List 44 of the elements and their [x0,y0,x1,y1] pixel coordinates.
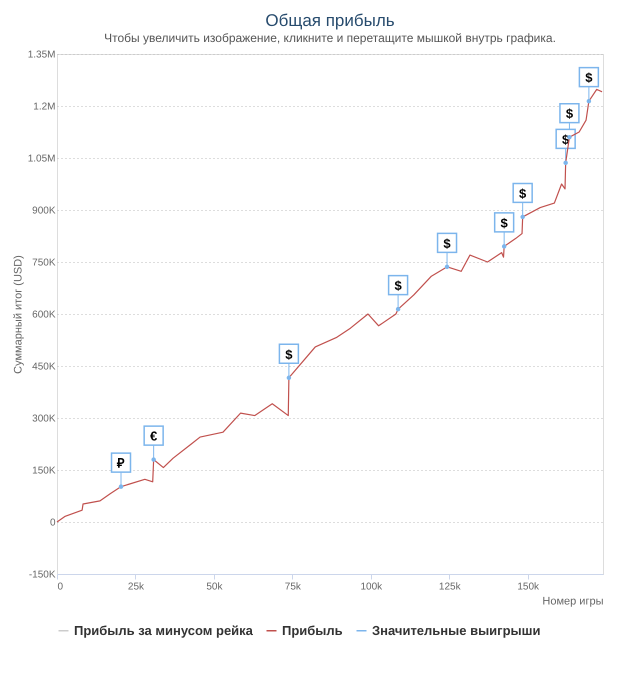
y-tick-label: 600K [32,310,56,320]
chart-title: Общая прибыль [265,11,395,30]
point [502,244,506,249]
x-tick-label: 0 [58,582,64,592]
x-tick-label: 150k [517,582,540,592]
annotation: € [150,428,158,444]
legend-label: Прибыль [282,622,343,638]
y-tick-label: 300K [32,414,56,424]
y-tick-label: 0 [50,518,56,528]
legend-label: Значительные выигрыши [372,622,540,638]
x-tick-label: 50k [206,582,224,592]
y-tick-label: -150K [28,570,56,580]
point [286,376,292,380]
x-tick-label: 100k [360,582,384,592]
x-tick-label: 125k [438,582,462,592]
y-axis-title: Суммарный итог (USD) [12,255,25,374]
y-tick-label: 750K [32,258,56,268]
annotation: $ [566,106,574,122]
point [586,98,592,104]
y-tick-label: 150K [32,466,56,476]
y-tick-label: 1.35M [28,50,56,60]
point [396,306,400,312]
point [444,264,450,270]
annotation: $ [585,70,594,86]
y-tick-label: 1.05M [28,154,56,164]
annotation: $ [394,278,402,294]
point [151,457,156,462]
x-axis-title: Номер игры [542,596,604,608]
annotation: $ [443,236,452,251]
y-tick-label: 900K [32,206,56,216]
annotation: $ [519,186,528,201]
annotation: $ [500,215,509,230]
point [563,160,568,166]
y-tick-label: 450K [32,362,56,372]
chart-subtitle: Чтобы увеличить изображение, кликните и перетащите мышкой внутрь графика. [104,31,556,45]
line-series [56,88,603,523]
legend-label: Прибыль за минусом рейка [74,622,254,638]
x-tick-label: 25k [128,582,146,592]
point [520,214,525,220]
annotation: $ [285,346,294,362]
annotation: ₽ [116,456,126,471]
point [118,484,124,489]
x-tick-label: 75k [284,582,302,592]
y-tick-label: 1.2M [33,102,56,112]
